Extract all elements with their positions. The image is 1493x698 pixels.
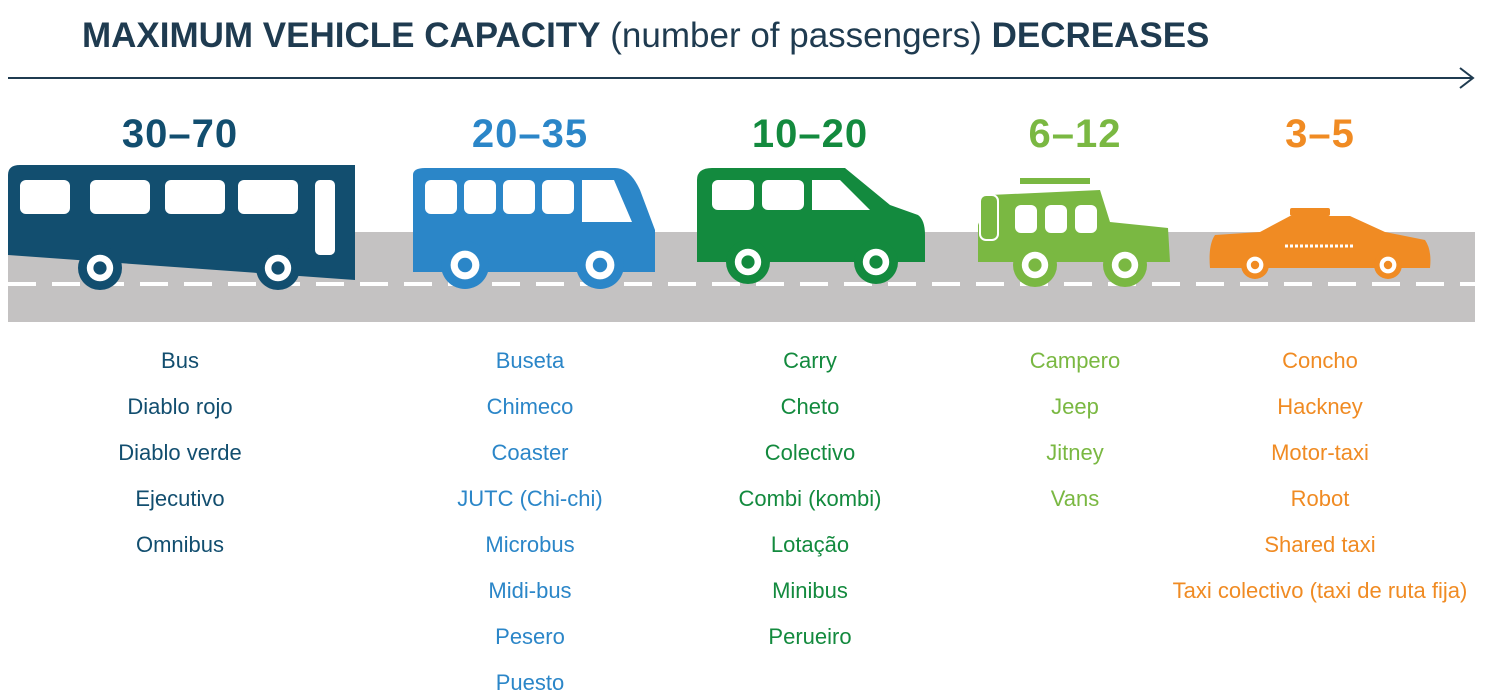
- window: [503, 180, 535, 214]
- window: [20, 180, 70, 214]
- window: [762, 180, 804, 210]
- vehicle-name: Minibus: [645, 568, 975, 614]
- window: [1075, 205, 1097, 233]
- wheel-hub: [1251, 261, 1259, 269]
- window: [425, 180, 457, 214]
- jeep-rack: [1020, 178, 1090, 184]
- wheel-hub: [93, 261, 106, 274]
- vehicle-name: Bus: [15, 338, 345, 384]
- vehicle-name: Puesto: [365, 660, 695, 698]
- window: [542, 180, 574, 214]
- window: [712, 180, 754, 210]
- wheel-hub: [1028, 258, 1041, 271]
- window: [238, 180, 298, 214]
- header-bold: MAXIMUM VEHICLE CAPACITY: [82, 16, 601, 55]
- capacity: 6–12: [945, 112, 1205, 157]
- vehicle-name: Perueiro: [645, 614, 975, 660]
- header: MAXIMUM VEHICLE CAPACITY (number of pass…: [82, 16, 1209, 56]
- vehicle-name: Lotação: [645, 522, 975, 568]
- vehicle-name: Motor-taxi: [1155, 430, 1485, 476]
- vehicle-name: Taxi colectivo (taxi de ruta fija): [1155, 568, 1485, 614]
- window: [1045, 205, 1067, 233]
- wheel-hub: [741, 255, 754, 268]
- infographic: MAXIMUM VEHICLE CAPACITY (number of pass…: [0, 0, 1493, 698]
- vehicle-name: Diablo verde: [15, 430, 345, 476]
- taxi-sign: [1290, 208, 1330, 216]
- vehicle-name: Shared taxi: [1155, 522, 1485, 568]
- capacity: 20–35: [400, 112, 660, 157]
- spare: [980, 195, 998, 240]
- vehicle-name: Robot: [1155, 476, 1485, 522]
- vehicle-name: Omnibus: [15, 522, 345, 568]
- wheel-hub: [458, 258, 472, 272]
- vehicle-name: Diablo rojo: [15, 384, 345, 430]
- wheel-hub: [869, 255, 882, 268]
- capacity: 10–20: [680, 112, 940, 157]
- window: [1015, 205, 1037, 233]
- wheel-hub: [271, 261, 284, 274]
- wheel-hub: [1384, 261, 1392, 269]
- header-bold: DECREASES: [992, 16, 1210, 55]
- header-note: (number of passengers): [610, 16, 982, 55]
- vehicle-name: Hackney: [1155, 384, 1485, 430]
- wheel-hub: [593, 258, 607, 272]
- window: [90, 180, 150, 214]
- vehicle-name: Concho: [1155, 338, 1485, 384]
- capacity: 3–5: [1190, 112, 1450, 157]
- window: [464, 180, 496, 214]
- wheel-hub: [1118, 258, 1131, 271]
- door: [315, 180, 335, 255]
- vehicle-name: Ejecutivo: [15, 476, 345, 522]
- window: [165, 180, 225, 214]
- capacity: 30–70: [50, 112, 310, 157]
